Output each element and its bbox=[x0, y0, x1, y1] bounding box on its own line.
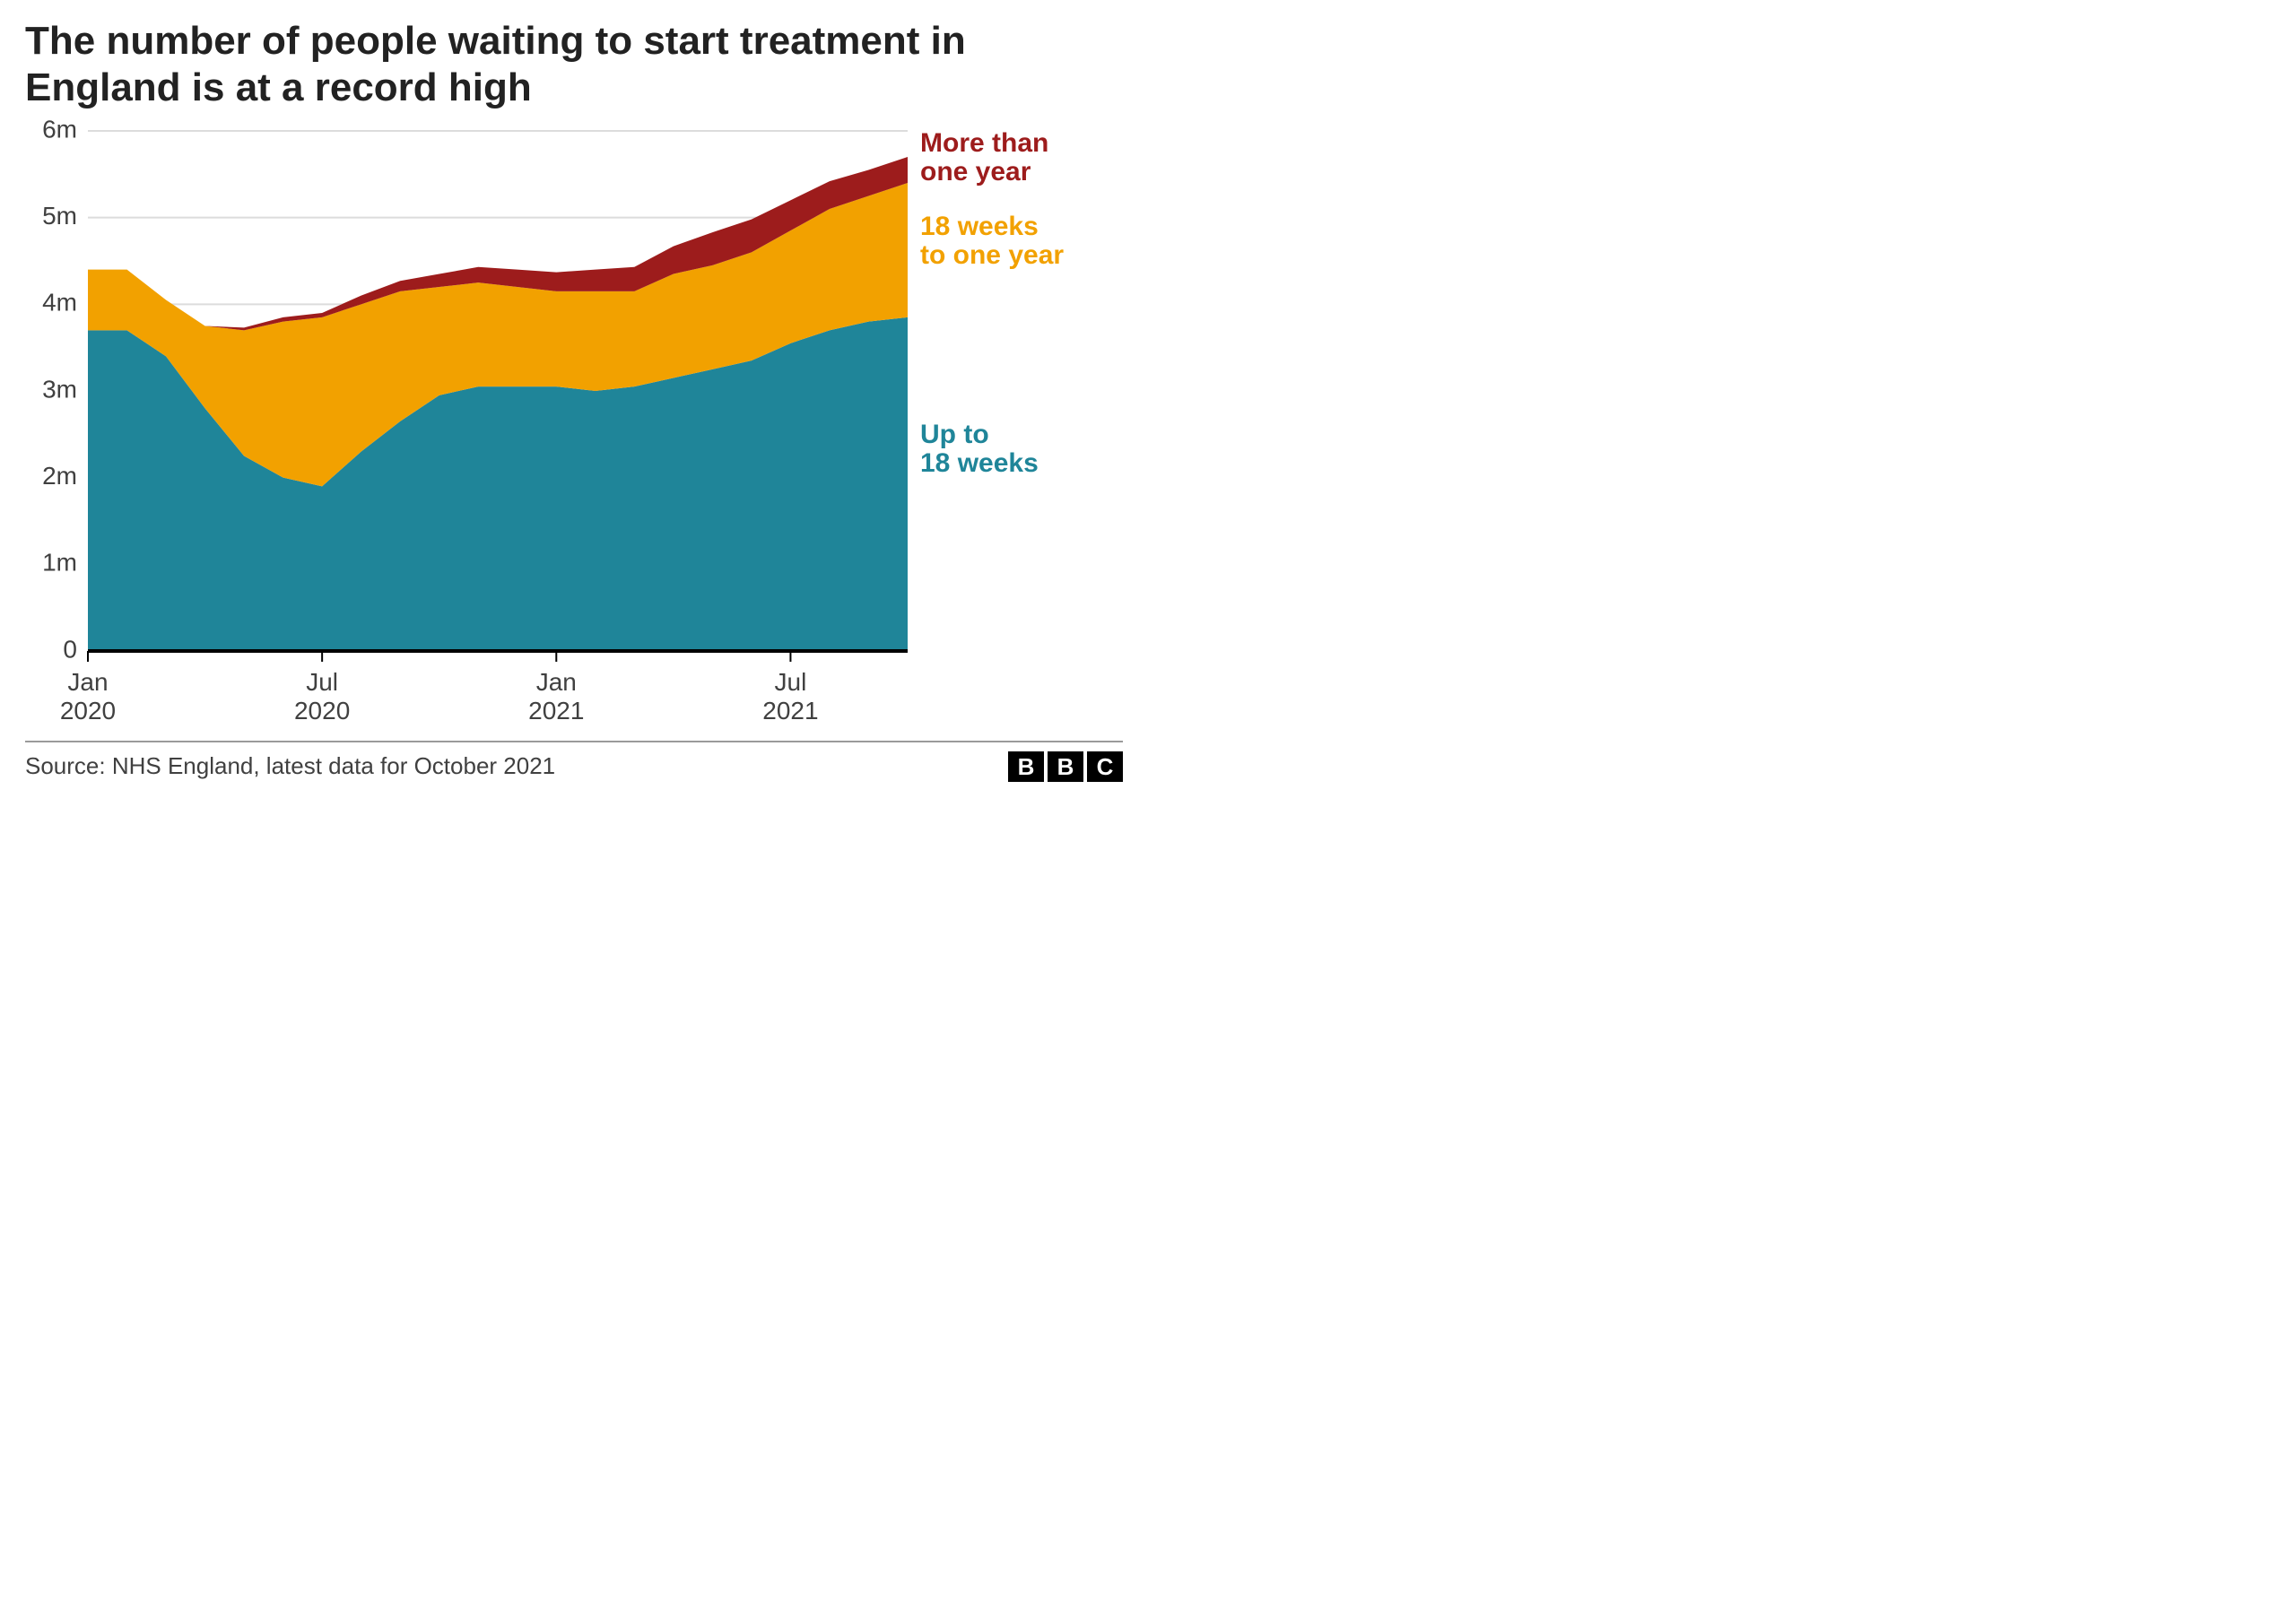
bbc-logo-c: C bbox=[1087, 751, 1123, 782]
svg-text:0: 0 bbox=[63, 635, 77, 663]
plot-zone: 01m2m3m4m5m6mJan2020Jul2020Jan2021Jul202… bbox=[25, 118, 1123, 737]
bbc-logo-b1: B bbox=[1008, 751, 1044, 782]
chart-title: The number of people waiting to start tr… bbox=[25, 18, 1123, 111]
svg-text:Jan: Jan bbox=[536, 668, 577, 696]
footer: Source: NHS England, latest data for Oct… bbox=[25, 742, 1123, 782]
svg-text:3m: 3m bbox=[42, 375, 77, 403]
svg-text:6m: 6m bbox=[42, 118, 77, 143]
area-chart: 01m2m3m4m5m6mJan2020Jul2020Jan2021Jul202… bbox=[25, 118, 1123, 737]
svg-text:2020: 2020 bbox=[60, 697, 116, 725]
svg-text:Jul: Jul bbox=[306, 668, 338, 696]
legend-over_1yr: one year bbox=[920, 157, 1031, 187]
svg-text:5m: 5m bbox=[42, 202, 77, 230]
svg-text:2m: 2m bbox=[42, 462, 77, 490]
svg-text:2021: 2021 bbox=[762, 697, 818, 725]
svg-text:1m: 1m bbox=[42, 549, 77, 577]
svg-text:2021: 2021 bbox=[528, 697, 584, 725]
svg-text:2020: 2020 bbox=[294, 697, 350, 725]
svg-text:Jan: Jan bbox=[67, 668, 108, 696]
source-text: Source: NHS England, latest data for Oct… bbox=[25, 752, 555, 780]
bbc-logo: B B C bbox=[1008, 751, 1123, 782]
legend-18w_to_1yr: to one year bbox=[920, 240, 1064, 270]
svg-text:4m: 4m bbox=[42, 289, 77, 317]
svg-text:Jul: Jul bbox=[775, 668, 807, 696]
legend-up_to_18_weeks: 18 weeks bbox=[920, 448, 1039, 478]
legend-over_1yr: More than bbox=[920, 128, 1048, 158]
chart-container: The number of people waiting to start tr… bbox=[0, 0, 1148, 807]
legend-up_to_18_weeks: Up to bbox=[920, 420, 989, 449]
bbc-logo-b2: B bbox=[1048, 751, 1083, 782]
legend-18w_to_1yr: 18 weeks bbox=[920, 212, 1039, 241]
